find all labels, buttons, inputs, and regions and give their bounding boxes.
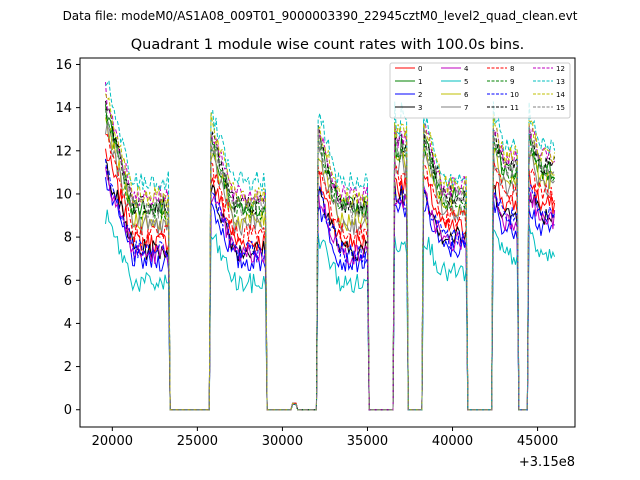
y-tick-label: 2 [64, 360, 72, 375]
legend-label-4: 4 [464, 65, 469, 73]
legend-label-5: 5 [464, 78, 468, 86]
y-axis: 0 2 4 6 8 10 12 14 16 [55, 58, 80, 418]
series-layer [105, 79, 556, 411]
x-tick-label: 25000 [177, 434, 218, 449]
legend-label-0: 0 [418, 65, 422, 73]
y-tick-label: 0 [64, 403, 72, 418]
x-axis-offset-label: +3.15e8 [519, 455, 575, 470]
legend-label-3: 3 [418, 104, 422, 112]
legend-frame [389, 62, 571, 119]
y-tick-label: 8 [64, 231, 72, 246]
x-tick-label: 35000 [347, 434, 388, 449]
x-axis: 20000 25000 30000 35000 40000 45000 [92, 427, 558, 449]
legend-label-12: 12 [556, 65, 565, 73]
y-tick-label: 6 [64, 274, 72, 289]
y-tick-label: 10 [55, 187, 72, 202]
legend-label-2: 2 [418, 91, 422, 99]
x-tick-label: 30000 [262, 434, 303, 449]
legend-label-7: 7 [464, 104, 468, 112]
y-tick-label: 14 [55, 101, 72, 116]
x-tick-label: 40000 [432, 434, 473, 449]
legend-label-10: 10 [510, 91, 519, 99]
legend-label-13: 13 [556, 78, 565, 86]
legend-label-8: 8 [510, 65, 514, 73]
x-tick-label: 45000 [517, 434, 558, 449]
series-line-15 [105, 109, 556, 411]
legend-label-14: 14 [556, 91, 565, 99]
x-tick-label: 20000 [92, 434, 133, 449]
y-tick-label: 4 [64, 317, 72, 332]
legend-label-11: 11 [510, 104, 519, 112]
legend-label-1: 1 [418, 78, 422, 86]
y-tick-label: 12 [55, 144, 72, 159]
figure-suptitle: Data file: modeM0/AS1A08_009T01_90000033… [63, 9, 578, 23]
plot-frame [79, 57, 576, 428]
legend-label-15: 15 [556, 104, 565, 112]
chart-title: Quadrant 1 module wise count rates with … [131, 37, 525, 53]
legend-label-6: 6 [464, 91, 469, 99]
legend-label-9: 9 [510, 78, 514, 86]
y-tick-label: 16 [55, 58, 72, 73]
